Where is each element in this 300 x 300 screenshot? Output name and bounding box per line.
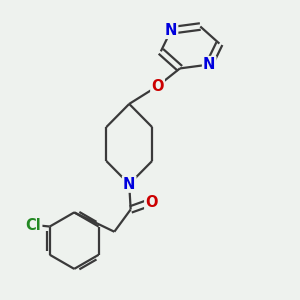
Text: O: O	[145, 194, 158, 209]
Text: Cl: Cl	[26, 218, 41, 232]
Text: N: N	[203, 57, 215, 72]
Text: N: N	[165, 23, 177, 38]
Text: N: N	[123, 177, 135, 192]
Text: O: O	[151, 79, 164, 94]
